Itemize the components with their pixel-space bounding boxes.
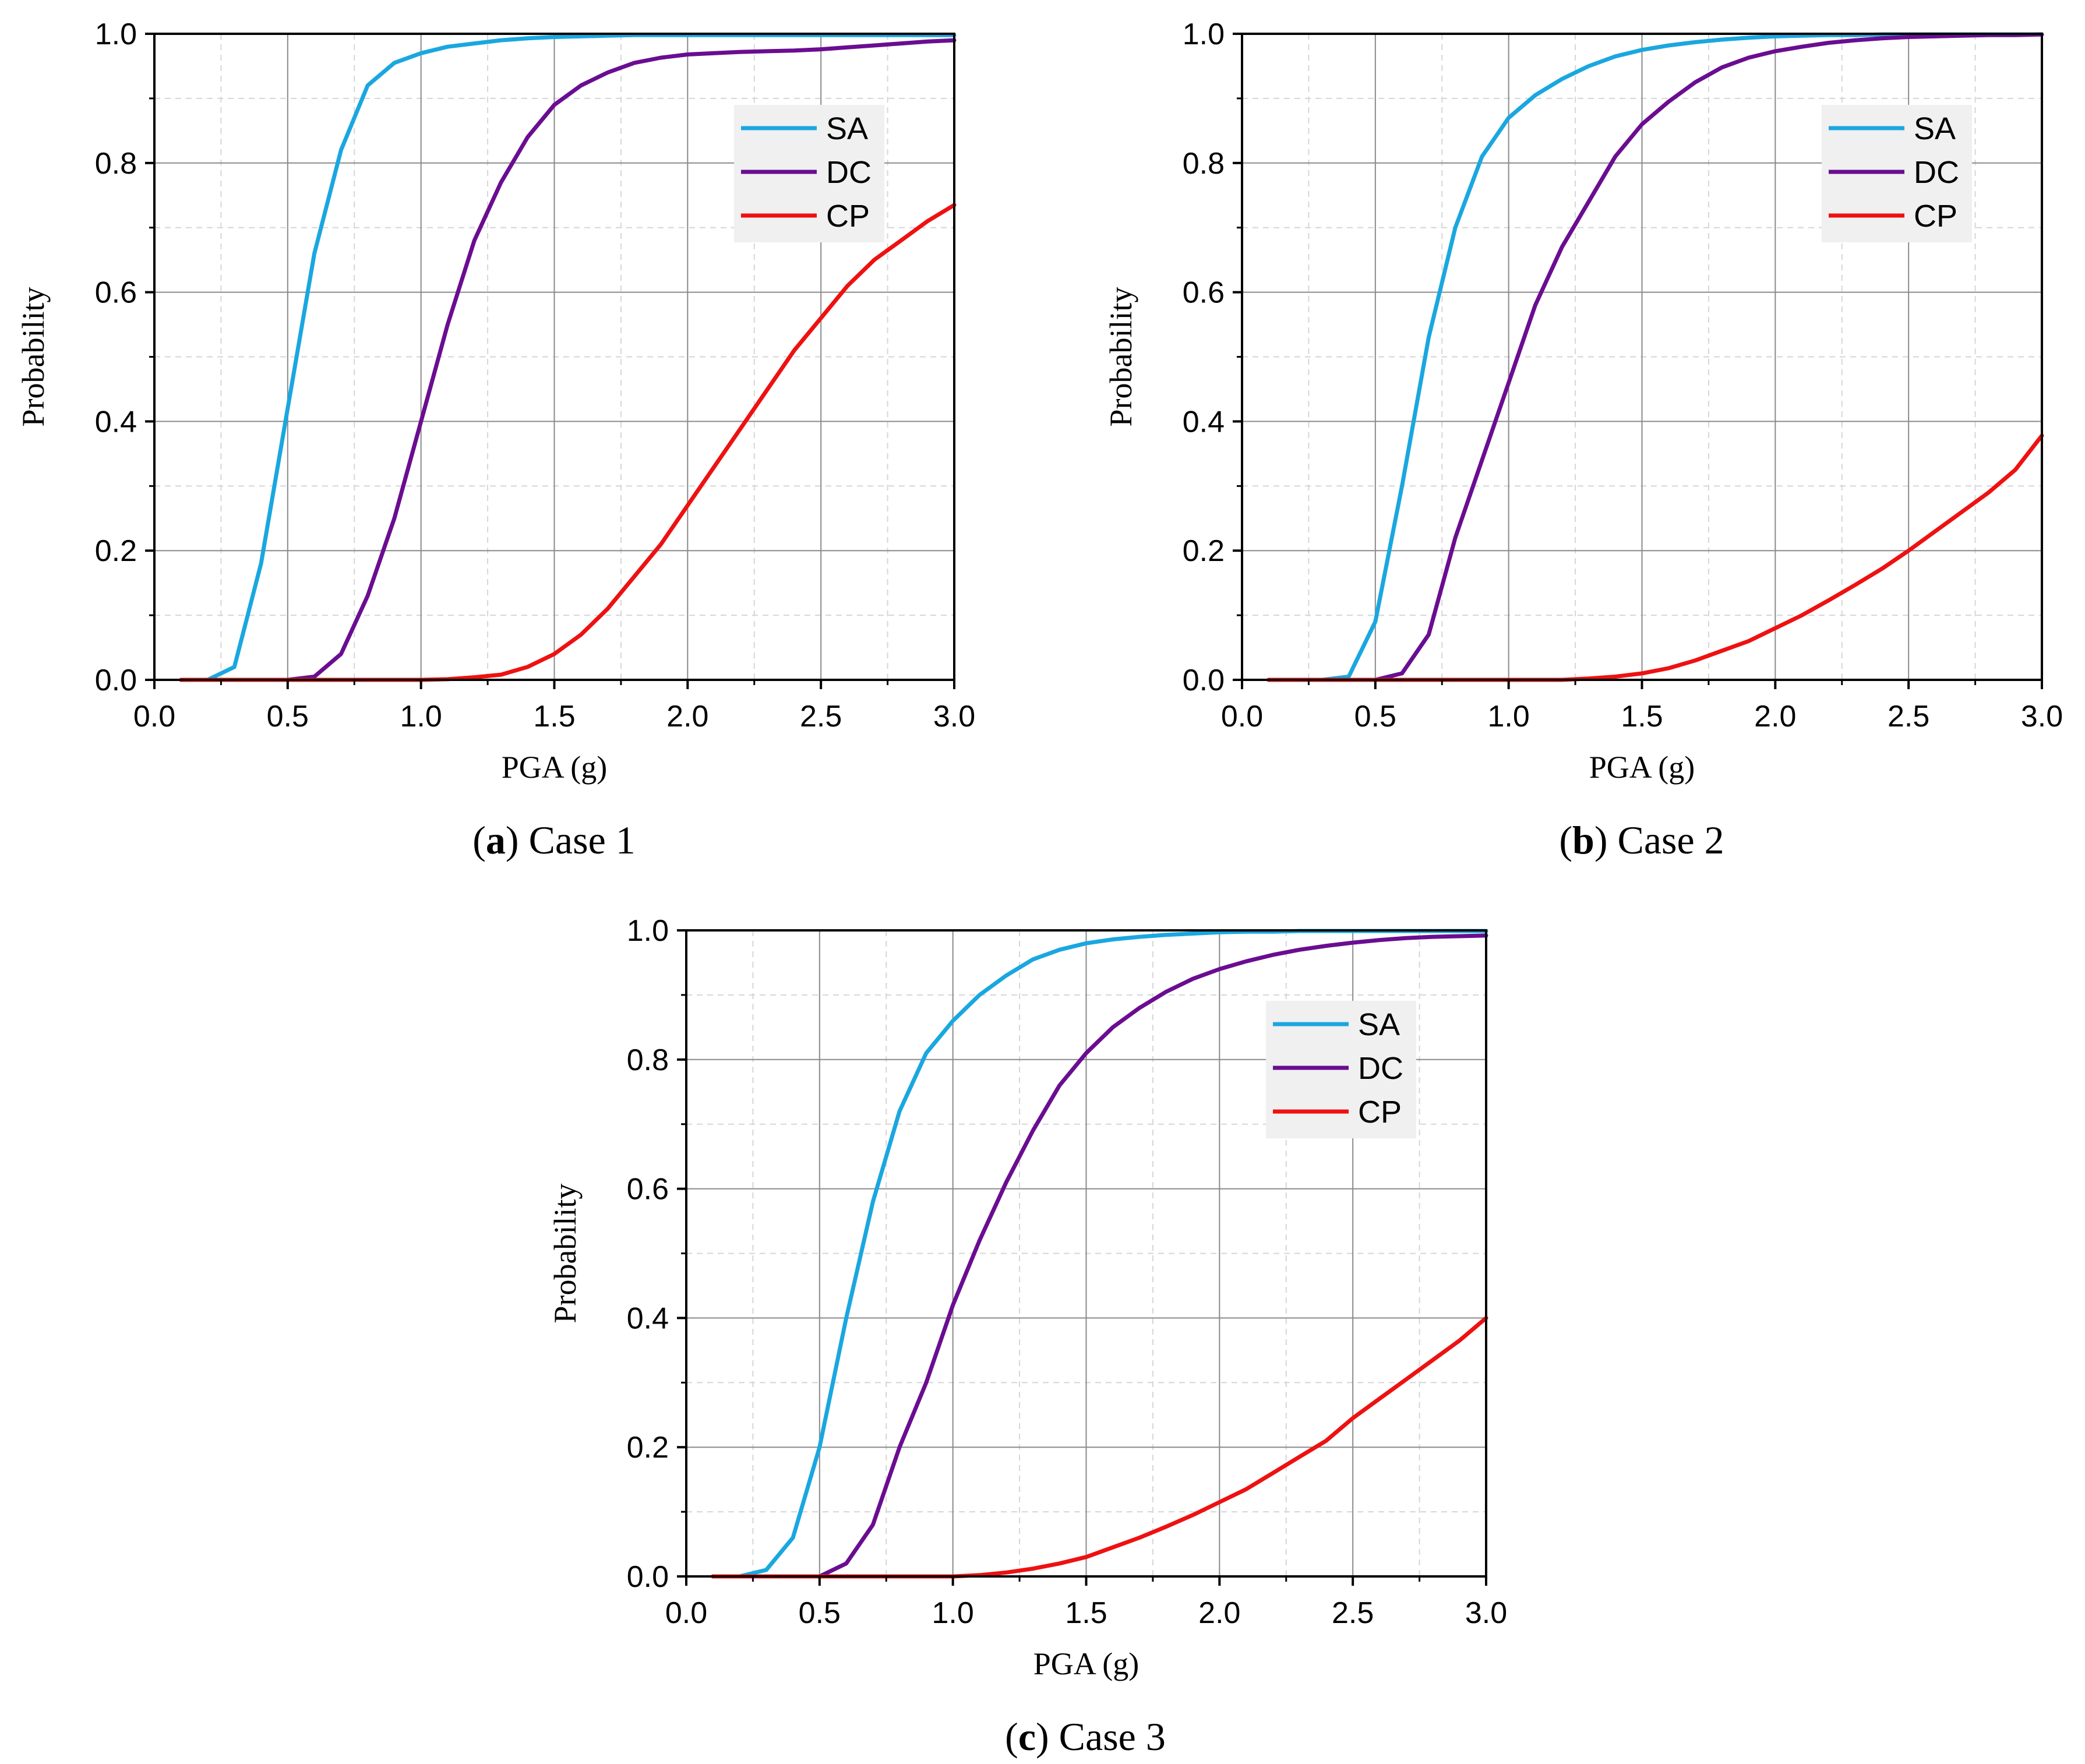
chart-1: 0.0 0.5 1.0 1.5 2.0 2.5 3.0 0.0 0.2 0.4 0.6 0.8 1.0 P…	[16, 17, 975, 862]
legend-label-dc: DC	[1358, 1051, 1403, 1086]
x-tick-label: 0.5	[267, 700, 309, 733]
x-tick-label: 2.5	[1888, 700, 1929, 733]
legend-label-cp: CP	[1914, 199, 1957, 234]
y-tick-label: 0.8	[1183, 147, 1225, 181]
x-tick-label: 0.0	[665, 1596, 707, 1630]
caption-text: Case 3	[1049, 1714, 1166, 1759]
series-line-cp	[179, 203, 957, 682]
y-tick-label: 0.0	[627, 1560, 669, 1594]
x-tick-label: 0.0	[133, 700, 175, 733]
caption-letter: c	[1018, 1714, 1036, 1759]
x-tick-label: 2.0	[1198, 1596, 1240, 1630]
series-line-dc	[711, 933, 1488, 1579]
y-tick-label: 0.0	[95, 664, 137, 697]
y-tick-label: 0.6	[1183, 276, 1225, 310]
legend-label-dc: DC	[826, 155, 872, 190]
series-line-cp	[1266, 433, 2044, 682]
y-axis-title: Probability	[548, 1184, 583, 1324]
caption-close: )	[1594, 818, 1608, 862]
caption-text: Case 2	[1607, 818, 1724, 862]
chart-2: 0.0 0.5 1.0 1.5 2.0 2.5 3.0 0.0 0.2 0.4 0.6 0.8 1.0 P…	[1103, 17, 2063, 862]
panel-caption: (a) Case 1	[472, 818, 636, 862]
panel-caption: (b) Case 2	[1559, 818, 1724, 862]
caption-letter: a	[486, 818, 506, 862]
x-tick-label: 0.0	[1221, 700, 1263, 733]
x-tick-label: 2.5	[1332, 1596, 1374, 1630]
caption-close: )	[506, 818, 519, 862]
legend-label-sa: SA	[826, 111, 868, 146]
x-tick-label: 1.0	[1488, 700, 1530, 733]
y-tick-label: 1.0	[95, 17, 137, 51]
legend: SA DC CP	[1266, 1001, 1416, 1138]
x-tick-label: 2.5	[800, 700, 842, 733]
legend: SA DC CP	[1822, 105, 1972, 242]
caption-text: Case 1	[519, 818, 636, 862]
y-tick-label: 0.4	[1183, 405, 1225, 439]
x-axis-title: PGA (g)	[502, 750, 608, 785]
y-tick-label: 0.4	[95, 405, 137, 439]
caption-open: (	[1005, 1714, 1018, 1759]
x-tick-label: 0.5	[1354, 700, 1396, 733]
x-tick-label: 1.0	[400, 700, 442, 733]
x-tick-label: 1.0	[932, 1596, 974, 1630]
legend: SA DC CP	[734, 105, 884, 242]
x-tick-label: 1.5	[1621, 700, 1663, 733]
y-tick-label: 0.2	[627, 1431, 669, 1465]
x-tick-label: 2.0	[666, 700, 708, 733]
legend-label-cp: CP	[826, 199, 870, 234]
y-tick-label: 0.8	[627, 1043, 669, 1077]
x-tick-label: 1.5	[533, 700, 575, 733]
y-tick-label: 1.0	[1183, 17, 1225, 51]
x-tick-label: 1.5	[1065, 1596, 1107, 1630]
series-line-sa	[179, 33, 957, 682]
y-tick-label: 0.2	[95, 534, 137, 568]
legend-label-sa: SA	[1358, 1007, 1400, 1042]
x-tick-label: 3.0	[1465, 1596, 1507, 1630]
y-tick-label: 1.0	[627, 914, 669, 948]
y-axis-title: Probability	[16, 287, 51, 427]
caption-open: (	[472, 818, 486, 862]
legend-label-dc: DC	[1914, 155, 1959, 190]
y-tick-label: 0.4	[627, 1301, 669, 1335]
y-axis-title: Probability	[1103, 287, 1138, 427]
y-tick-label: 0.6	[95, 276, 137, 310]
y-tick-label: 0.2	[1183, 534, 1225, 568]
chart-3: 0.0 0.5 1.0 1.5 2.0 2.5 3.0 0.0 0.2 0.4 0.6 0.8 1.0 P…	[548, 914, 1507, 1759]
series-line-dc	[1266, 32, 2044, 682]
x-axis-title: PGA (g)	[1589, 750, 1695, 785]
legend-label-sa: SA	[1914, 111, 1956, 146]
x-tick-label: 3.0	[933, 700, 975, 733]
y-tick-label: 0.8	[95, 147, 137, 181]
caption-letter: b	[1572, 818, 1594, 862]
y-tick-label: 0.0	[1183, 664, 1225, 697]
legend-label-cp: CP	[1358, 1095, 1402, 1130]
caption-close: )	[1036, 1714, 1049, 1759]
x-tick-label: 2.0	[1754, 700, 1796, 733]
caption-open: (	[1559, 818, 1572, 862]
series-line-dc	[179, 38, 957, 682]
panel-caption: (c) Case 3	[1005, 1714, 1166, 1759]
y-tick-label: 0.6	[627, 1173, 669, 1206]
x-tick-label: 0.5	[799, 1596, 841, 1630]
x-axis-title: PGA (g)	[1033, 1646, 1139, 1681]
x-tick-label: 3.0	[2021, 700, 2063, 733]
